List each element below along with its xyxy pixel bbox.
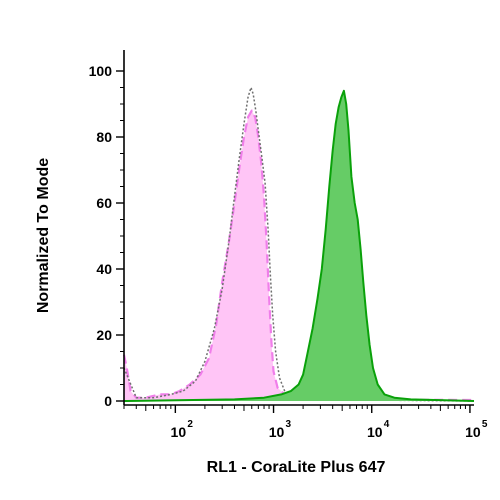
series-1-line xyxy=(123,86,475,402)
y-tick-label-60: 60 xyxy=(96,195,112,211)
x-tick-label-2: 10 xyxy=(171,424,187,440)
y-tick-label-100: 100 xyxy=(89,63,113,79)
y-tick-label-40: 40 xyxy=(96,261,112,277)
x-tick-label-3: 10 xyxy=(269,424,285,440)
x-tick-exponent-4: 4 xyxy=(384,419,390,430)
plot-area xyxy=(122,86,475,402)
y-tick-label-0: 0 xyxy=(104,393,112,409)
x-tick-label-5: 10 xyxy=(465,424,481,440)
series-2-line xyxy=(123,89,475,402)
series-2-fill xyxy=(124,90,474,402)
series-0-fill xyxy=(124,110,474,401)
y-tick-label-80: 80 xyxy=(96,129,112,145)
y-axis-title: Normalized To Mode xyxy=(35,158,52,313)
x-tick-label-4: 10 xyxy=(367,424,383,440)
x-tick-exponent-2: 2 xyxy=(187,419,193,430)
series-0-line xyxy=(122,109,475,402)
y-tick-label-20: 20 xyxy=(96,327,112,343)
x-tick-exponent-3: 3 xyxy=(286,419,292,430)
x-tick-exponent-5: 5 xyxy=(482,419,488,430)
x-axis-title: RL1 - CoraLite Plus 647 xyxy=(207,459,386,476)
